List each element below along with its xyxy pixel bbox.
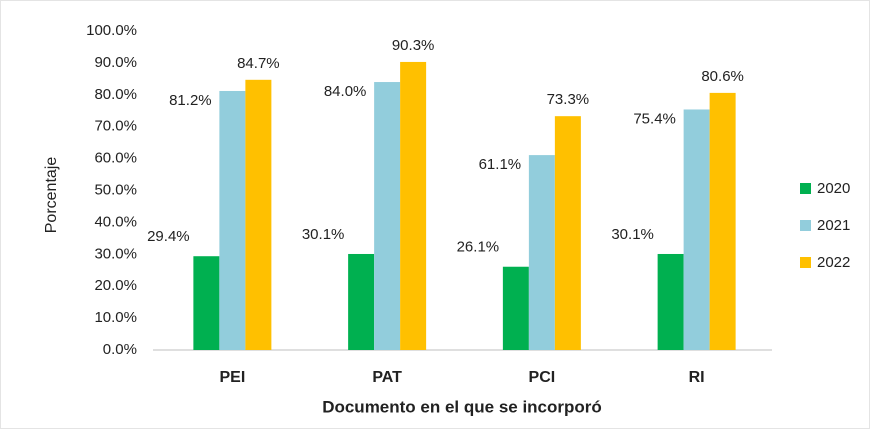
- x-tick-label: PEI: [219, 369, 245, 386]
- y-tick-label: 0.0%: [103, 341, 137, 358]
- bar: [554, 116, 581, 350]
- bar: [709, 92, 736, 351]
- bar: [528, 155, 555, 350]
- value-label: 81.2%: [169, 92, 212, 109]
- legend-label: 2020: [817, 180, 850, 197]
- bar: [193, 256, 220, 350]
- y-tick-label: 40.0%: [94, 213, 137, 230]
- bar: [348, 253, 375, 350]
- y-tick-label: 100.0%: [86, 22, 137, 39]
- value-label: 29.4%: [147, 228, 190, 245]
- value-label: 30.1%: [611, 226, 654, 243]
- value-label: 61.1%: [479, 156, 522, 173]
- bar: [245, 79, 272, 350]
- value-label: 75.4%: [633, 110, 676, 127]
- value-label: 80.6%: [701, 68, 744, 85]
- y-tick-label: 60.0%: [94, 150, 137, 167]
- bar: [502, 266, 529, 350]
- legend-swatch: [800, 257, 811, 268]
- legend-swatch: [800, 183, 811, 194]
- y-tick-label: 70.0%: [94, 118, 137, 135]
- legend-label: 2022: [817, 254, 850, 271]
- y-tick-label: 90.0%: [94, 54, 137, 71]
- legend-swatch: [800, 220, 811, 231]
- y-tick-label: 10.0%: [94, 309, 137, 326]
- value-label: 26.1%: [457, 239, 500, 256]
- bar: [400, 61, 427, 351]
- x-tick-label: PAT: [372, 369, 402, 386]
- value-label: 84.7%: [237, 55, 280, 72]
- x-axis-title: Documento en el que se incorporó: [322, 397, 602, 416]
- y-axis-title: Porcentaje: [43, 157, 60, 234]
- y-tick-label: 80.0%: [94, 86, 137, 103]
- value-label: 90.3%: [392, 37, 435, 54]
- value-label: 73.3%: [547, 91, 590, 108]
- legend-label: 2021: [817, 217, 850, 234]
- bar: [219, 90, 246, 351]
- x-tick-label: RI: [689, 369, 705, 386]
- y-tick-label: 50.0%: [94, 181, 137, 198]
- value-label: 30.1%: [302, 226, 345, 243]
- bar: [657, 253, 684, 350]
- x-tick-label: PCI: [529, 369, 556, 386]
- bar: [683, 109, 710, 350]
- value-label: 84.0%: [324, 83, 367, 100]
- bar: [374, 82, 401, 350]
- y-tick-label: 30.0%: [94, 245, 137, 262]
- y-tick-label: 20.0%: [94, 277, 137, 294]
